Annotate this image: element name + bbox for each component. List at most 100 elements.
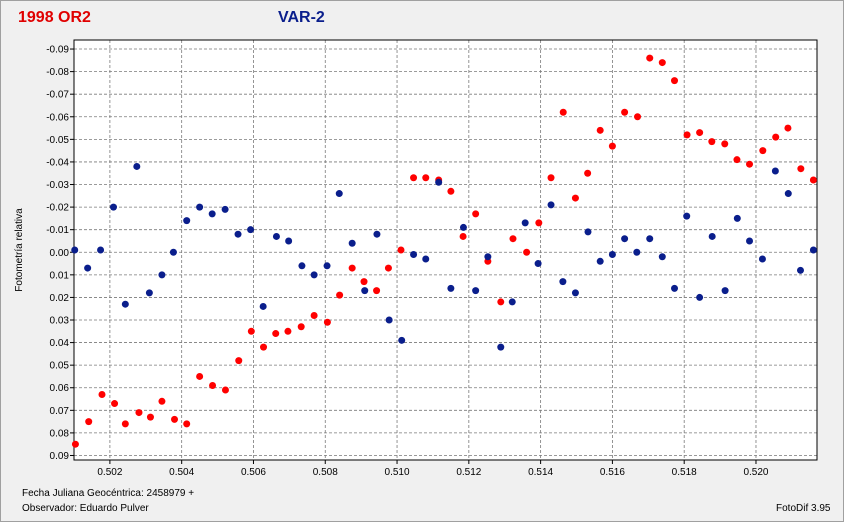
comparison-point <box>169 248 177 256</box>
comparison-point <box>683 212 691 220</box>
y-tick-label: 0.07 <box>50 406 70 417</box>
target-point <box>584 169 592 177</box>
target-point <box>235 357 243 365</box>
comparison-point <box>385 316 393 324</box>
y-tick-label: 0.06 <box>50 383 70 394</box>
comparison-point <box>298 262 306 270</box>
target-point <box>272 330 280 338</box>
target-point <box>571 194 579 202</box>
target-point <box>497 298 505 306</box>
comparison-point <box>447 284 455 292</box>
target-point <box>284 327 292 335</box>
comparison-point <box>373 230 381 238</box>
target-point <box>121 420 129 428</box>
target-point <box>721 140 729 148</box>
target-point <box>733 156 741 164</box>
y-tick-label: -0.03 <box>46 180 69 191</box>
x-tick-label: 0.520 <box>743 467 768 478</box>
target-point <box>459 232 467 240</box>
x-tick-label: 0.504 <box>169 467 194 478</box>
comparison-point <box>608 251 616 259</box>
x-tick-label: 0.508 <box>313 467 338 478</box>
y-tick-label: -0.09 <box>46 45 69 56</box>
y-tick-label: 0.02 <box>50 293 70 304</box>
target-point <box>772 133 780 141</box>
target-point <box>310 311 318 319</box>
comparison-point <box>145 289 153 297</box>
target-point <box>85 418 93 426</box>
y-tick-label: -0.07 <box>46 90 69 101</box>
target-point <box>209 381 217 389</box>
target-point <box>809 176 817 184</box>
observer-label: Observador: Eduardo Pulver <box>22 503 149 514</box>
comparison-point <box>422 255 430 263</box>
software-label: FotoDif 3.95 <box>776 503 831 514</box>
comparison-point <box>348 239 356 247</box>
comparison-point <box>696 293 704 301</box>
comparison-point <box>285 237 293 245</box>
target-point <box>472 210 480 218</box>
plot-area <box>74 40 817 460</box>
target-point <box>71 440 79 448</box>
comparison-point <box>335 190 343 198</box>
comparison-point <box>121 300 129 308</box>
comparison-point <box>323 262 331 270</box>
x-tick-label: 0.510 <box>385 467 410 478</box>
target-point <box>671 77 679 85</box>
comparison-point <box>221 205 229 213</box>
target-point <box>596 126 604 134</box>
comparison-point <box>497 343 505 351</box>
target-point <box>746 160 754 168</box>
target-point <box>621 108 629 116</box>
comparison-point <box>196 203 204 211</box>
target-point <box>196 372 204 380</box>
comparison-point <box>310 271 318 279</box>
y-tick-label: 0.00 <box>50 248 70 259</box>
comparison-point <box>621 235 629 243</box>
comparison-point <box>784 190 792 198</box>
target-point <box>523 248 531 256</box>
target-point <box>759 147 767 155</box>
y-tick-label: -0.05 <box>46 135 69 146</box>
y-axis-label: Fotometría relativa <box>14 208 25 292</box>
x-tick-label: 0.516 <box>600 467 625 478</box>
y-tick-label: 0.05 <box>50 361 70 372</box>
target-point <box>323 318 331 326</box>
comparison-point <box>733 214 741 222</box>
target-point <box>135 409 143 417</box>
y-tick-label: -0.08 <box>46 67 69 78</box>
comparison-point <box>584 228 592 236</box>
target-point <box>171 415 179 423</box>
comparison-point <box>410 251 418 259</box>
target-point <box>98 391 106 399</box>
target-title: 1998 OR2 <box>18 9 91 26</box>
target-point <box>683 131 691 139</box>
target-point <box>797 165 805 173</box>
y-tick-label: 0.09 <box>50 451 70 462</box>
comparison-point <box>208 210 216 218</box>
target-point <box>608 142 616 150</box>
target-point <box>646 54 654 62</box>
target-point <box>447 187 455 195</box>
comparison-point <box>559 278 567 286</box>
x-tick-label: 0.506 <box>241 467 266 478</box>
comparison-point <box>809 246 817 254</box>
target-point <box>547 174 555 182</box>
comparison-point <box>361 287 369 295</box>
comparison-point <box>596 257 604 265</box>
comparison-point <box>459 223 467 231</box>
comparison-point <box>796 266 804 274</box>
target-point <box>247 327 255 335</box>
target-point <box>360 278 368 286</box>
comparison-point <box>259 302 267 310</box>
target-point <box>373 287 381 295</box>
y-tick-label: 0.08 <box>50 428 70 439</box>
target-point <box>146 413 154 421</box>
comparison-point <box>398 336 406 344</box>
target-point <box>559 108 567 116</box>
y-tick-label: -0.06 <box>46 112 69 123</box>
comparison-point <box>97 246 105 254</box>
comparison-point <box>708 232 716 240</box>
comparison-point <box>534 260 542 268</box>
